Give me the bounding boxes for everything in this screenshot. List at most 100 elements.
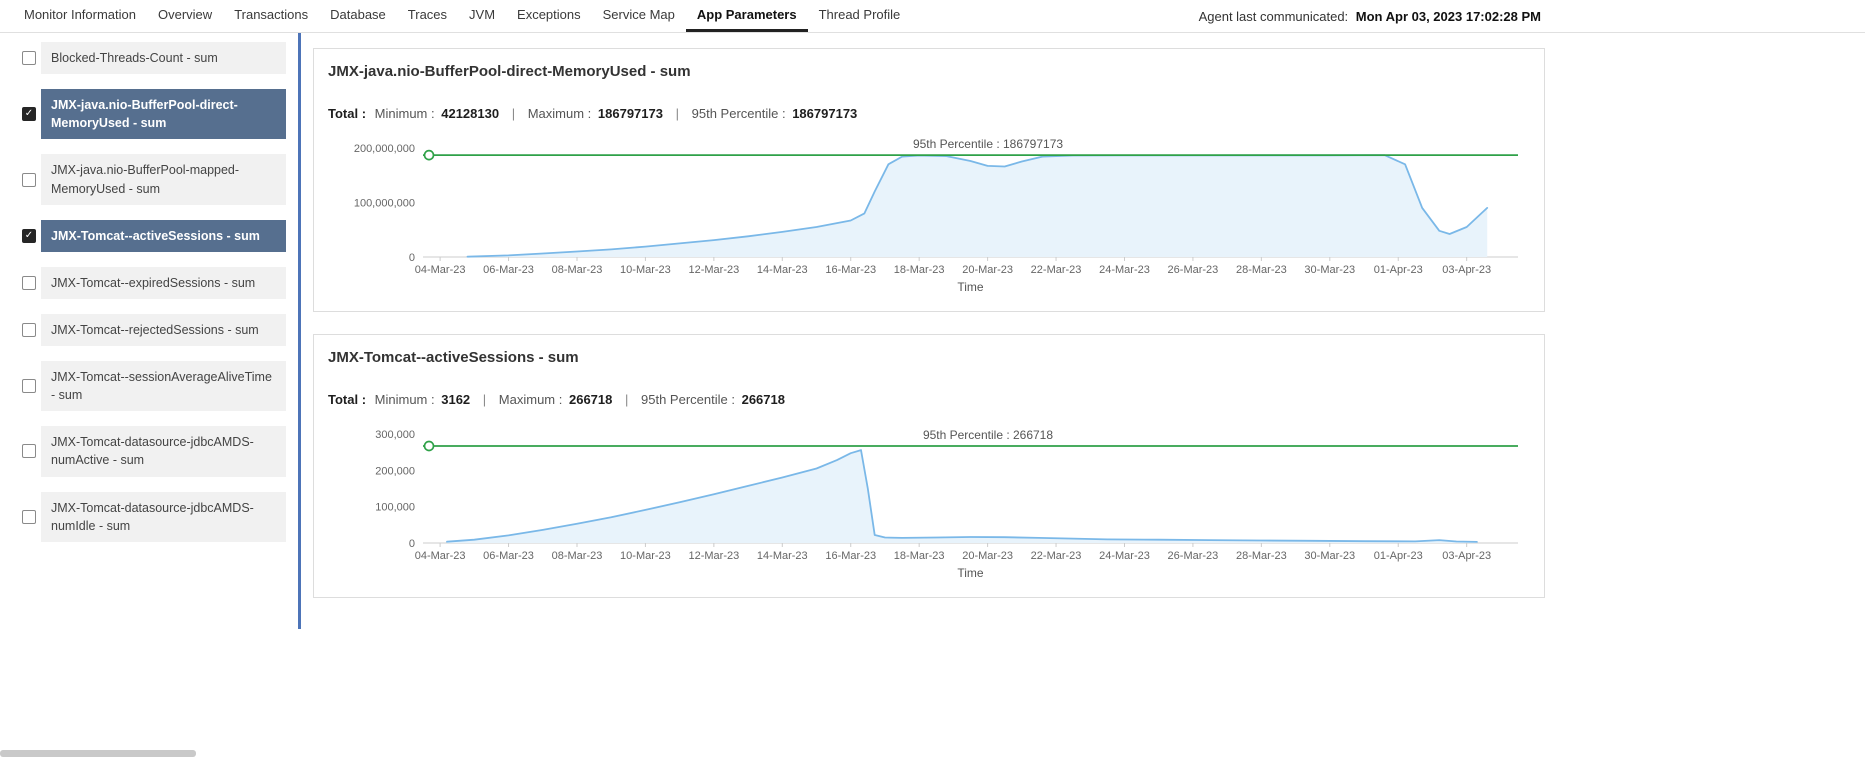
metric-row: ✓ JMX-Tomcat--activeSessions - sum [22, 219, 286, 252]
x-tick-label: 08-Mar-23 [552, 550, 603, 562]
x-tick-label: 28-Mar-23 [1236, 550, 1287, 562]
metric-row: JMX-Tomcat-datasource-jdbcAMDS-numActive… [22, 426, 286, 477]
metric-checkbox-blocked-threads-count-sum[interactable] [22, 51, 36, 66]
chart-stats: Total : Minimum : 42128130 | Maximum : 1… [328, 106, 1530, 121]
stat-p95-value: 266718 [741, 392, 785, 407]
chart-title: JMX-Tomcat--activeSessions - sum [328, 349, 579, 366]
nav-tab-label: Thread Profile [818, 7, 901, 22]
metric-checkbox-jmx-tomcat-datasource-jdbcamds-numactive-sum[interactable] [22, 444, 36, 459]
stat-separator: | [625, 392, 629, 407]
nav-tab-thread-profile[interactable]: Thread Profile [808, 0, 912, 32]
horizontal-scrollbar-thumb[interactable] [0, 750, 196, 757]
metric-checkbox-jmx-tomcat-activesessions-sum[interactable]: ✓ [22, 228, 36, 243]
x-tick-label: 20-Mar-23 [962, 264, 1013, 276]
metric-item-jmx-tomcat-rejectedsessions-sum[interactable]: JMX-Tomcat--rejectedSessions - sum [41, 313, 286, 346]
percentile-marker [423, 440, 435, 452]
x-tick-label: 26-Mar-23 [1168, 550, 1219, 562]
x-tick-label: 28-Mar-23 [1236, 264, 1287, 276]
metrics-sidebar: Blocked-Threads-Count - sum ✓ JMX-java.n… [0, 33, 298, 566]
metric-checkbox-jmx-tomcat-rejectedsessions-sum[interactable] [22, 322, 36, 337]
metric-item-blocked-threads-count-sum[interactable]: Blocked-Threads-Count - sum [41, 42, 286, 75]
nav-tab-label: Database [330, 7, 386, 22]
metric-row: ✓ JMX-java.nio-BufferPool-direct-MemoryU… [22, 89, 286, 140]
metric-row: JMX-Tomcat-datasource-jdbcAMDS-numIdle -… [22, 491, 286, 542]
nav-tab-app-parameters[interactable]: App Parameters [685, 0, 808, 32]
y-tick-label: 0 [409, 252, 415, 264]
y-tick-label: 0 [409, 538, 415, 550]
x-tick-label: 26-Mar-23 [1168, 264, 1219, 276]
nav-tab-jvm[interactable]: JVM [458, 0, 506, 32]
stat-separator: | [482, 392, 487, 407]
metric-checkbox-jmx-tomcat-datasource-jdbcamds-numidle-sum[interactable] [22, 509, 36, 524]
nav-tab-label: Exceptions [517, 7, 581, 22]
nav-tab-label: App Parameters [696, 7, 797, 22]
panel-splitter[interactable] [298, 33, 301, 629]
x-tick-label: 01-Apr-23 [1374, 264, 1423, 276]
x-tick-label: 30-Mar-23 [1304, 264, 1355, 276]
line-series [446, 449, 1478, 543]
metric-item-jmx-tomcat-datasource-jdbcamds-numidle-sum[interactable]: JMX-Tomcat-datasource-jdbcAMDS-numIdle -… [41, 491, 286, 542]
y-tick-label: 100,000,000 [354, 197, 415, 209]
nav-tab-transactions[interactable]: Transactions [223, 0, 319, 32]
stat-total-label: Total : [328, 392, 367, 407]
stat-p95-label: 95th Percentile : [691, 106, 786, 121]
stat-max-value: 186797173 [597, 106, 663, 121]
stat-min-value: 3162 [441, 392, 471, 407]
nav-tab-database[interactable]: Database [319, 0, 397, 32]
metric-item-jmx-tomcat-activesessions-sum[interactable]: JMX-Tomcat--activeSessions - sum [41, 219, 286, 252]
y-tick-label: 100,000 [375, 502, 415, 514]
percentile-label: 95th Percentile : 186797173 [913, 137, 1063, 151]
nav-tab-service-map[interactable]: Service Map [592, 0, 686, 32]
stat-max-label: Maximum : [498, 392, 563, 407]
metric-item-jmx-java-nio-bufferpool-mapped-memoryused-sum[interactable]: JMX-java.nio-BufferPool-mapped-MemoryUse… [41, 154, 286, 205]
chart-title: JMX-java.nio-BufferPool-direct-MemoryUse… [328, 63, 691, 80]
metric-row: JMX-Tomcat--rejectedSessions - sum [22, 313, 286, 346]
x-tick-label: 06-Mar-23 [483, 550, 534, 562]
nav-tab-label: JVM [469, 7, 496, 22]
metric-checkbox-jmx-java-nio-bufferpool-direct-memoryused-sum[interactable]: ✓ [22, 107, 36, 122]
nav-tabs: Monitor Information Overview Transaction… [13, 0, 911, 32]
content-area: Blocked-Threads-Count - sum ✓ JMX-java.n… [0, 33, 1865, 629]
nav-tab-exceptions[interactable]: Exceptions [506, 0, 592, 32]
chart-plot: 04-Mar-23 06-Mar-23 08-Mar-23 10-Mar-23 12-M… [375, 428, 1518, 580]
x-tick-label: 24-Mar-23 [1099, 264, 1150, 276]
stat-max-value: 266718 [568, 392, 613, 407]
x-tick-label: 01-Apr-23 [1374, 550, 1423, 562]
agent-label: Agent last communicated: [1198, 8, 1349, 24]
nav-tab-label: Service Map [602, 7, 675, 22]
chart-plot: 04-Mar-23 06-Mar-23 08-Mar-23 10-Mar-23 12-M… [354, 137, 1518, 294]
metric-item-jmx-tomcat-expiredsessions-sum[interactable]: JMX-Tomcat--expiredSessions - sum [41, 266, 286, 299]
metric-checkbox-jmx-java-nio-bufferpool-mapped-memoryused-sum[interactable] [22, 172, 36, 187]
nav-tab-label: Monitor Information [24, 7, 136, 22]
x-axis-title: Time [957, 566, 984, 580]
x-tick-label: 10-Mar-23 [620, 264, 671, 276]
stat-p95-value: 186797173 [792, 106, 858, 121]
metric-item-jmx-tomcat-datasource-jdbcamds-numactive-sum[interactable]: JMX-Tomcat-datasource-jdbcAMDS-numActive… [41, 426, 286, 477]
stat-min-label: Minimum : [374, 392, 435, 407]
x-tick-label: 10-Mar-23 [620, 550, 671, 562]
x-tick-label: 06-Mar-23 [483, 264, 534, 276]
nav-tab-monitor-information[interactable]: Monitor Information [13, 0, 147, 32]
metric-checkbox-jmx-tomcat-sessionaveragealivetime-sum[interactable] [22, 379, 36, 394]
x-tick-label: 12-Mar-23 [688, 264, 739, 276]
stat-max-label: Maximum : [527, 106, 592, 121]
stat-p95-label: 95th Percentile : [641, 392, 735, 407]
nav-tab-traces[interactable]: Traces [397, 0, 458, 32]
x-tick-label: 22-Mar-23 [1031, 550, 1082, 562]
x-tick-label: 30-Mar-23 [1304, 550, 1355, 562]
metric-checkbox-jmx-tomcat-expiredsessions-sum[interactable] [22, 275, 36, 290]
area-series [447, 450, 1477, 543]
metric-row: JMX-java.nio-BufferPool-mapped-MemoryUse… [22, 154, 286, 205]
area-series [467, 155, 1488, 257]
x-tick-label: 04-Mar-23 [415, 264, 466, 276]
stat-total-label: Total : [328, 106, 367, 121]
y-tick-label: 300,000 [375, 429, 415, 441]
percentile-marker [423, 149, 435, 161]
x-tick-label: 18-Mar-23 [894, 264, 945, 276]
metric-item-jmx-java-nio-bufferpool-direct-memoryused-sum[interactable]: JMX-java.nio-BufferPool-direct-MemoryUse… [41, 89, 286, 140]
metric-item-jmx-tomcat-sessionaveragealivetime-sum[interactable]: JMX-Tomcat--sessionAverageAliveTime - su… [41, 361, 286, 412]
nav-tab-overview[interactable]: Overview [147, 0, 223, 32]
x-tick-label: 16-Mar-23 [825, 264, 876, 276]
nav-tab-label: Transactions [234, 7, 309, 22]
stat-min-value: 42128130 [441, 106, 500, 121]
